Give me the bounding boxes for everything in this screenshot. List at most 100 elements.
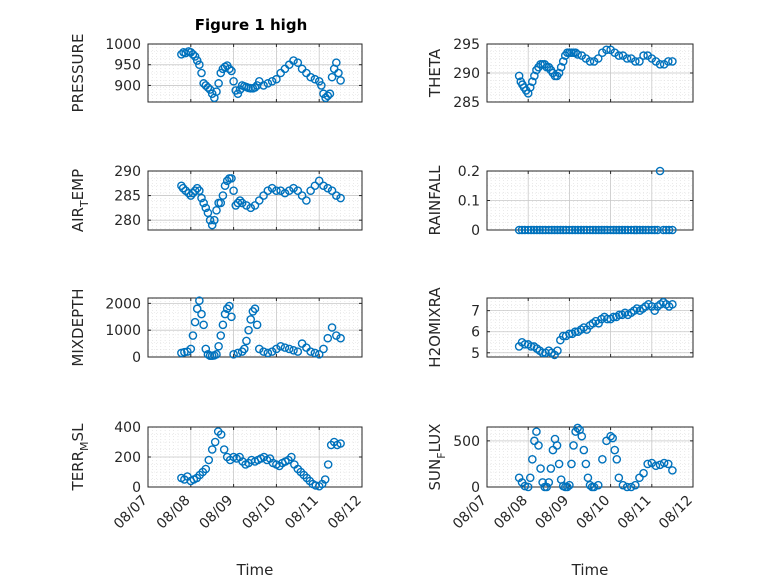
data-point <box>565 225 574 235</box>
data-point <box>293 186 303 195</box>
data-point <box>204 455 214 465</box>
data-point <box>641 225 650 235</box>
data-point <box>600 225 609 235</box>
data-point <box>532 225 542 235</box>
data-point <box>631 57 640 66</box>
data-point <box>620 225 630 235</box>
data-point <box>336 333 345 343</box>
data-point <box>336 439 345 448</box>
data-point <box>216 331 226 340</box>
data-point <box>650 225 659 235</box>
data-point <box>576 225 586 235</box>
data-point <box>623 225 633 235</box>
data-point <box>546 464 556 473</box>
y-tick-label: 2000 <box>105 296 141 312</box>
data-point <box>212 350 221 359</box>
data-point <box>314 350 324 359</box>
data-point <box>287 452 296 462</box>
data-point <box>591 225 601 235</box>
data-point <box>523 225 533 235</box>
data-point <box>565 329 574 339</box>
data-point <box>214 341 223 351</box>
data-point <box>267 183 277 193</box>
data-point <box>306 72 315 82</box>
data-point <box>544 225 554 235</box>
data-point <box>332 191 341 200</box>
data-point <box>284 344 294 354</box>
axes-box <box>147 297 363 358</box>
data-point <box>659 458 669 468</box>
data-point <box>609 225 618 235</box>
data-point <box>631 480 640 490</box>
data-point <box>250 83 260 92</box>
data-point <box>585 57 595 66</box>
data-point <box>609 312 618 322</box>
axes-box <box>147 170 363 231</box>
x-tick-label: 08/10 <box>239 493 279 533</box>
x-axis-label: Time <box>571 561 609 579</box>
data-point <box>635 225 645 235</box>
data-point <box>314 76 324 86</box>
data-point <box>569 441 578 450</box>
data-point <box>653 225 662 235</box>
data-point <box>532 427 541 436</box>
y-axis-label: PRESSURE <box>69 34 87 113</box>
data-point <box>323 460 333 469</box>
y-tick-label: 290 <box>453 66 480 82</box>
data-point <box>289 56 298 65</box>
data-point <box>263 348 273 358</box>
data-point <box>323 91 333 101</box>
data-point <box>267 347 277 356</box>
data-point <box>302 196 311 205</box>
data-point <box>207 89 217 99</box>
data-point <box>643 459 652 469</box>
data-point <box>310 181 320 191</box>
data-point <box>237 198 247 208</box>
data-point <box>244 325 253 335</box>
y-tick-label: 0.1 <box>458 194 480 210</box>
data-point <box>195 60 204 70</box>
data-point <box>593 54 603 63</box>
data-point <box>272 344 281 354</box>
data-point <box>227 174 236 183</box>
x-tick-label: 08/09 <box>532 493 572 533</box>
axes-box <box>486 297 694 358</box>
x-tick-label: 08/10 <box>574 493 614 533</box>
data-point <box>530 71 539 81</box>
data-point <box>526 225 536 235</box>
data-point <box>618 480 628 490</box>
x-tick-label: 08/08 <box>491 493 531 533</box>
data-point <box>577 431 587 441</box>
x-tick-label: 08/07 <box>111 493 151 533</box>
data-point <box>242 201 251 210</box>
data-point <box>327 72 337 82</box>
data-point <box>614 225 624 235</box>
data-point <box>626 482 636 492</box>
data-point <box>263 186 273 195</box>
data-point <box>655 460 665 470</box>
data-point <box>639 468 648 478</box>
data-point <box>246 203 256 213</box>
data-point <box>216 198 226 208</box>
data-point <box>589 482 599 492</box>
y-tick-label: 0 <box>471 480 480 496</box>
data-point <box>538 225 547 235</box>
data-point <box>606 225 615 235</box>
data-point <box>567 225 577 235</box>
data-point <box>325 89 335 99</box>
data-point <box>254 196 264 205</box>
data-point <box>554 459 564 469</box>
y-tick-label: 295 <box>453 37 480 53</box>
data-point <box>626 225 636 235</box>
data-point <box>603 225 612 235</box>
y-tick-label: 0 <box>132 350 141 366</box>
axes-box <box>147 43 363 103</box>
data-point <box>252 81 262 90</box>
data-point <box>293 347 303 356</box>
data-point <box>593 480 603 490</box>
data-point <box>565 480 574 490</box>
data-point <box>310 74 320 84</box>
data-point <box>567 459 576 469</box>
data-point <box>192 183 202 193</box>
data-point <box>218 191 228 200</box>
